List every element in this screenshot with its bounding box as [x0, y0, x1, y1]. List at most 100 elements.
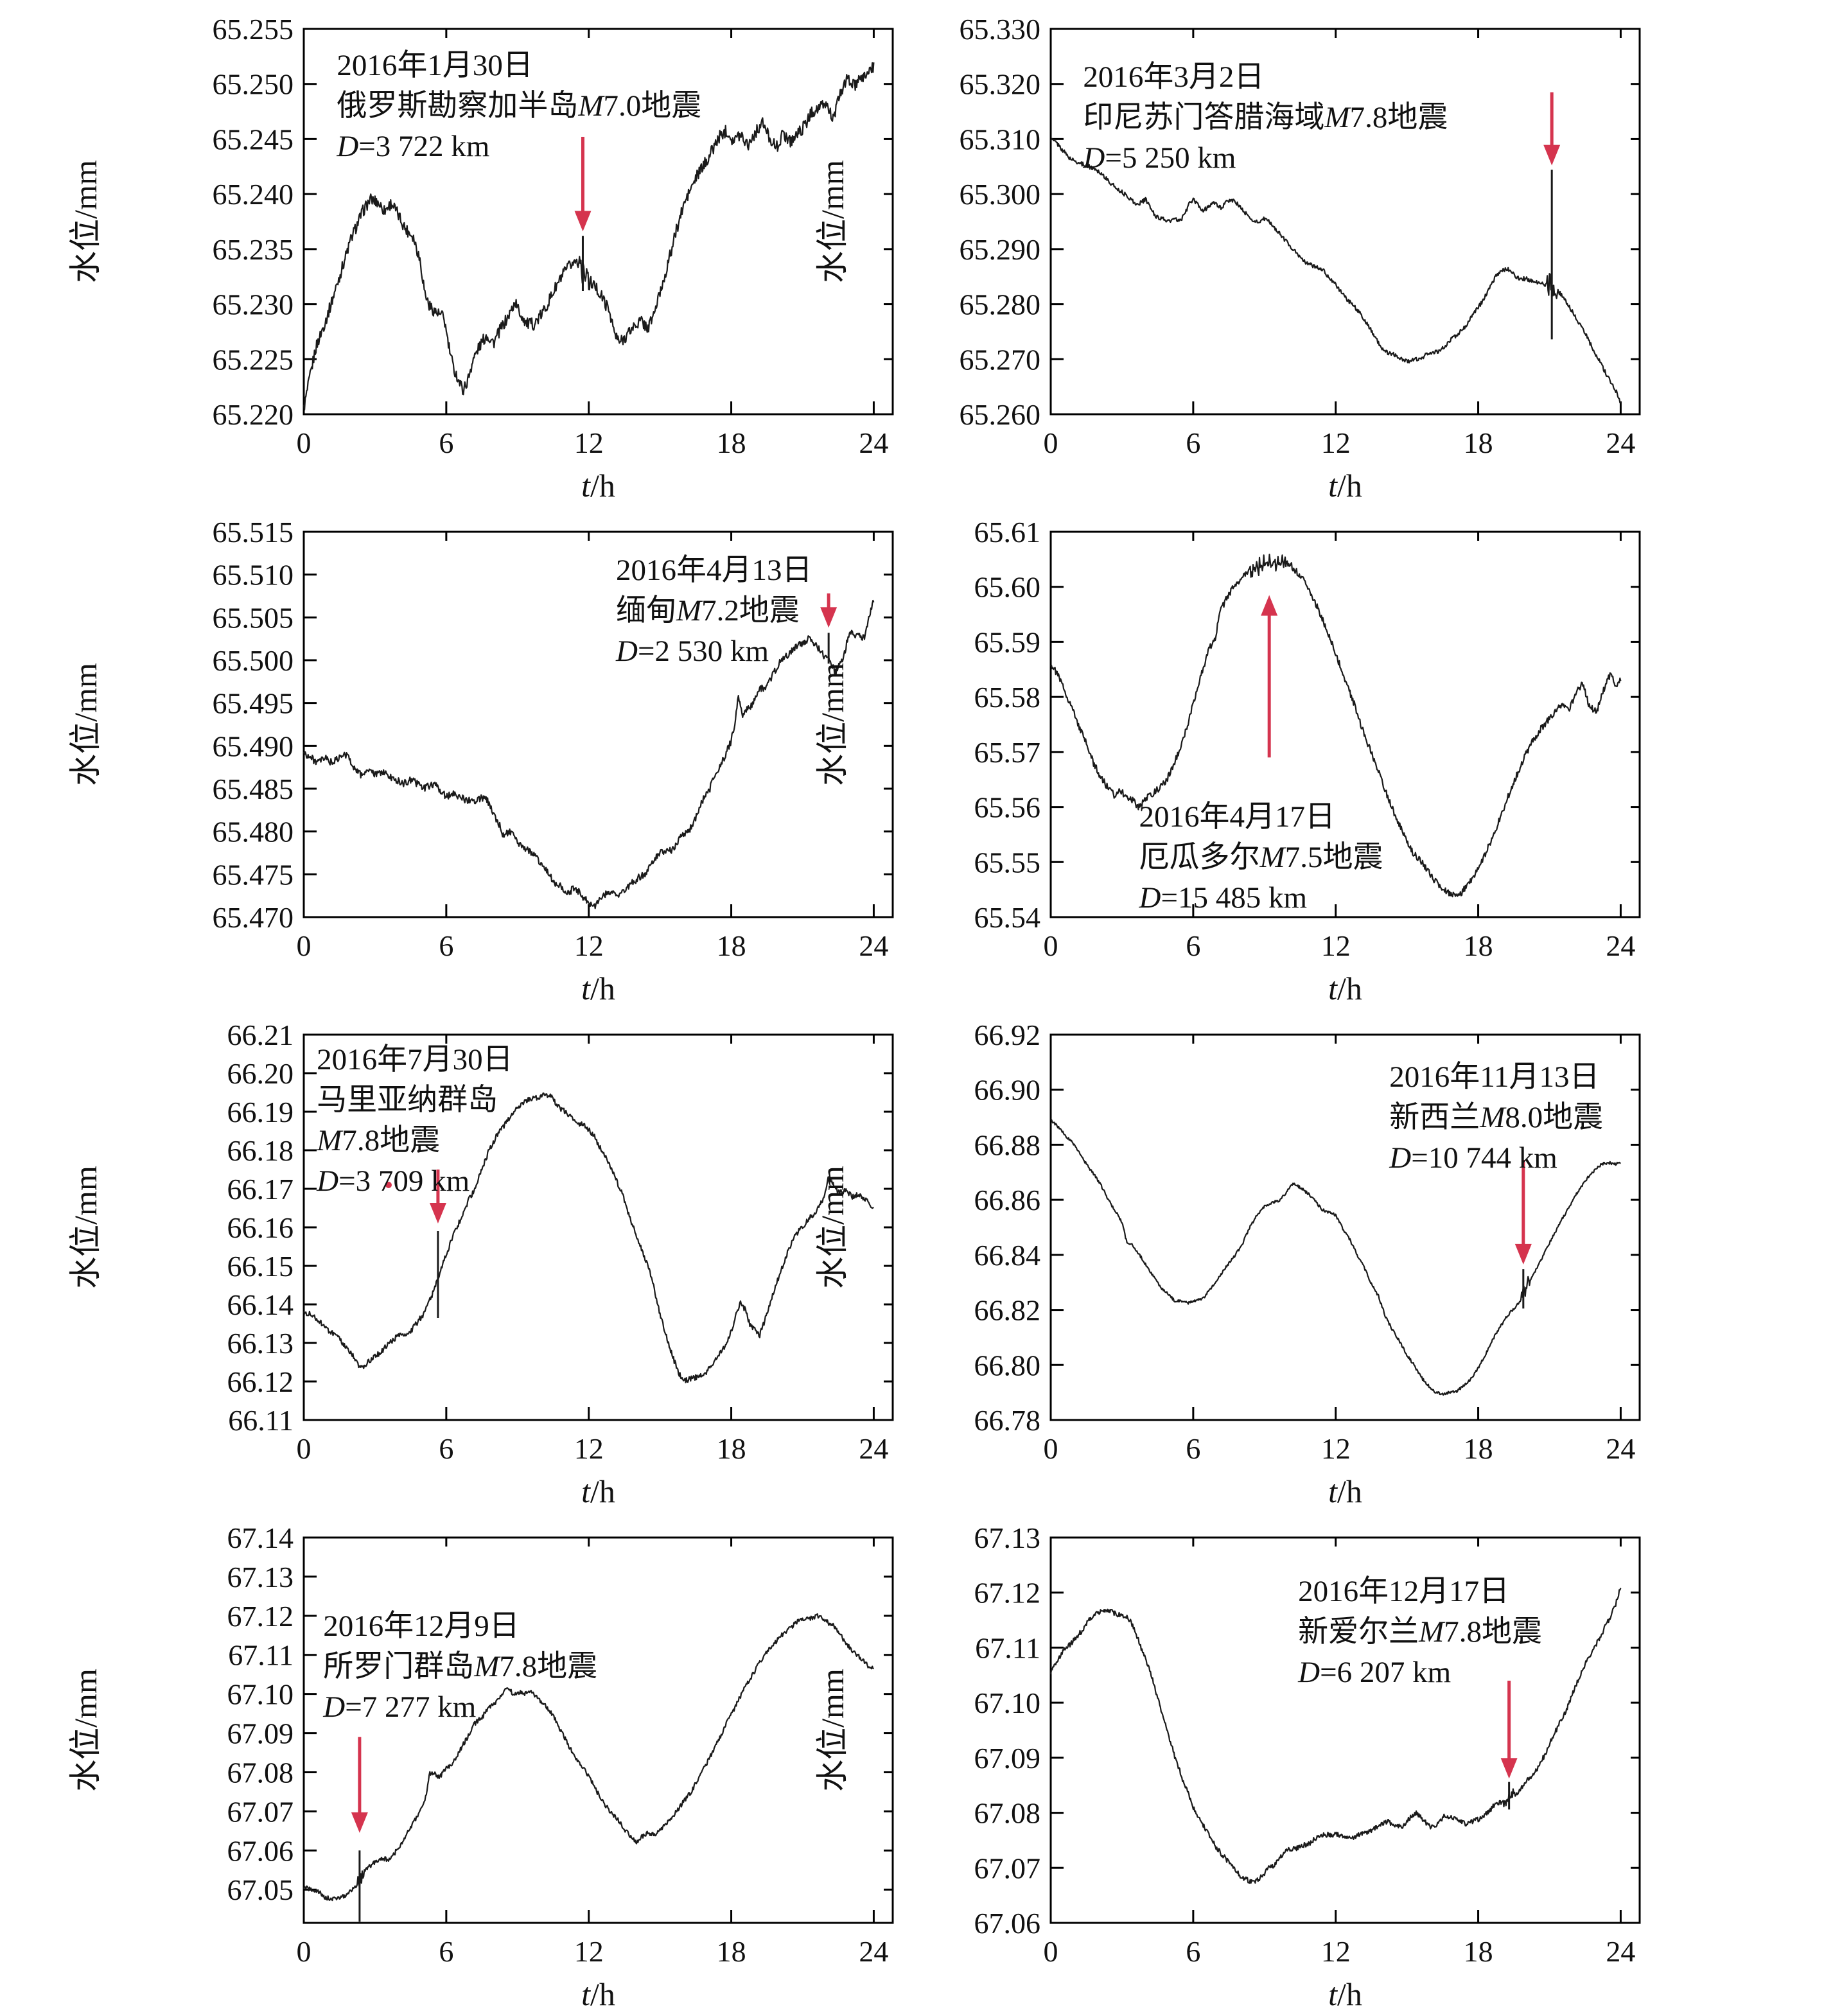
event-arrow-head [1500, 1758, 1518, 1779]
y-tick-label: 65.250 [213, 68, 294, 101]
x-axis-title: t/h [581, 468, 615, 504]
x-axis: 0 6 12 18 24 [297, 1538, 888, 1968]
x-tick-label: 18 [1464, 1935, 1493, 1968]
y-tick-label: 65.330 [960, 13, 1041, 46]
chart-panel-2: 65.260 65.270 65.280 65.290 65.300 65.310 65.3… [814, 13, 1641, 504]
y-tick-label: 65.55 [974, 846, 1041, 879]
y-tick-label: 65.500 [213, 644, 294, 677]
y-tick-label: 65.230 [213, 288, 294, 321]
y-tick-label: 65.510 [213, 559, 294, 592]
event-annotation-line: 所罗门群岛M7.8地震 [323, 1650, 597, 1683]
chart-panel-3: 65.470 65.475 65.480 65.485 65.490 65.495 65.5… [67, 516, 894, 1006]
y-axis: 66.78 66.80 66.82 66.84 66.86 66.88 66.90 66.92 [974, 1019, 1640, 1437]
y-tick-label: 66.84 [974, 1239, 1041, 1272]
x-tick-label: 12 [574, 1935, 604, 1968]
y-tick-label: 65.225 [213, 343, 294, 376]
y-tick-label: 66.18 [227, 1134, 294, 1167]
x-axis-title: t/h [1328, 1976, 1362, 2012]
event-arrow [429, 1170, 446, 1223]
y-tick-label: 66.16 [227, 1211, 294, 1244]
plot-frame [303, 28, 894, 416]
event-arrow-head [1543, 145, 1561, 166]
event-arrow [351, 1737, 368, 1833]
y-axis: 65.220 65.225 65.230 65.235 65.240 65.245 65.2… [213, 13, 893, 431]
y-axis-title: 水位/mm [814, 160, 850, 283]
y-tick-label: 67.08 [227, 1756, 294, 1789]
water-level-series [303, 1613, 874, 1902]
x-tick-label: 0 [1044, 929, 1058, 962]
y-tick-label: 65.260 [960, 398, 1041, 431]
event-annotation-line: D=6 207 km [1297, 1656, 1451, 1689]
y-tick-label: 67.11 [228, 1639, 294, 1672]
event-annotation-line: 马里亚纳群岛 [317, 1083, 498, 1117]
y-tick-label: 66.80 [974, 1349, 1041, 1381]
y-tick-label: 65.470 [213, 901, 294, 934]
water-level-series [303, 599, 875, 909]
y-axis-title: 水位/mm [814, 1166, 850, 1289]
event-arrow-head [574, 211, 592, 232]
event-annotation-line: 2016年4月17日 [1139, 800, 1336, 834]
y-axis-title: 水位/mm [67, 663, 103, 786]
stray-red-dot [385, 1182, 392, 1188]
water-level-series [1050, 1118, 1621, 1396]
water-level-series [1049, 1588, 1622, 1884]
plot-frame [1049, 28, 1641, 416]
y-tick-label: 65.60 [974, 571, 1041, 604]
x-tick-label: 12 [1321, 1935, 1351, 1968]
y-axis: 65.260 65.270 65.280 65.290 65.300 65.310 65.3… [960, 13, 1640, 431]
event-arrow [574, 137, 592, 232]
y-tick-label: 67.05 [227, 1873, 294, 1906]
event-annotation-line: 2016年12月17日 [1298, 1575, 1509, 1608]
x-tick-label: 18 [1464, 1432, 1493, 1465]
x-axis-title: t/h [581, 1976, 615, 2012]
plot-frame [303, 1536, 894, 1924]
chart-panel-8: 67.06 67.07 67.08 67.09 67.10 67.11 67.12 67.13… [814, 1521, 1641, 2012]
x-tick-label: 24 [859, 1935, 888, 1968]
x-tick-label: 6 [1186, 1432, 1200, 1465]
x-tick-label: 18 [1464, 426, 1493, 459]
event-annotation-line: 2016年4月13日 [616, 554, 812, 587]
x-tick-label: 12 [1321, 426, 1351, 459]
y-tick-label: 67.14 [227, 1521, 294, 1554]
x-tick-label: 0 [297, 1935, 311, 1968]
x-axis: 0 6 12 18 24 [1044, 1538, 1635, 1968]
x-tick-label: 12 [574, 1432, 604, 1465]
x-axis-title: t/h [1328, 468, 1362, 504]
x-axis-title: t/h [1328, 1473, 1362, 1509]
y-tick-label: 65.300 [960, 178, 1041, 211]
plot-frame [303, 530, 894, 918]
x-tick-label: 12 [574, 426, 604, 459]
y-axis-title: 水位/mm [67, 160, 103, 283]
x-tick-label: 18 [717, 1432, 746, 1465]
event-arrow-head [1261, 595, 1278, 616]
y-tick-label: 67.13 [227, 1561, 294, 1593]
y-tick-label: 67.12 [974, 1577, 1041, 1609]
x-tick-label: 18 [717, 1935, 746, 1968]
x-tick-label: 12 [574, 929, 604, 962]
y-tick-label: 66.13 [227, 1327, 294, 1360]
y-tick-label: 65.235 [213, 233, 294, 266]
event-arrow [1514, 1160, 1532, 1265]
x-tick-label: 6 [439, 1432, 453, 1465]
x-tick-label: 24 [1606, 1935, 1635, 1968]
x-tick-label: 0 [297, 1432, 311, 1465]
x-tick-label: 6 [439, 1935, 453, 1968]
plot-frame [1049, 1033, 1641, 1421]
y-axis: 67.05 67.06 67.07 67.08 67.09 67.10 67.11 67.12… [227, 1521, 893, 1906]
x-tick-label: 6 [439, 426, 453, 459]
y-tick-label: 65.480 [213, 816, 294, 848]
x-axis-title: t/h [581, 1473, 615, 1509]
event-arrow [1543, 92, 1561, 166]
y-tick-label: 67.07 [227, 1795, 294, 1828]
plot-frame [1049, 530, 1641, 918]
event-annotation-line: 印尼苏门答腊海域M7.8地震 [1083, 101, 1448, 134]
x-tick-label: 18 [717, 929, 746, 962]
y-tick-label: 67.10 [227, 1678, 294, 1711]
event-annotation-line: 厄瓜多尔M7.5地震 [1139, 841, 1383, 874]
